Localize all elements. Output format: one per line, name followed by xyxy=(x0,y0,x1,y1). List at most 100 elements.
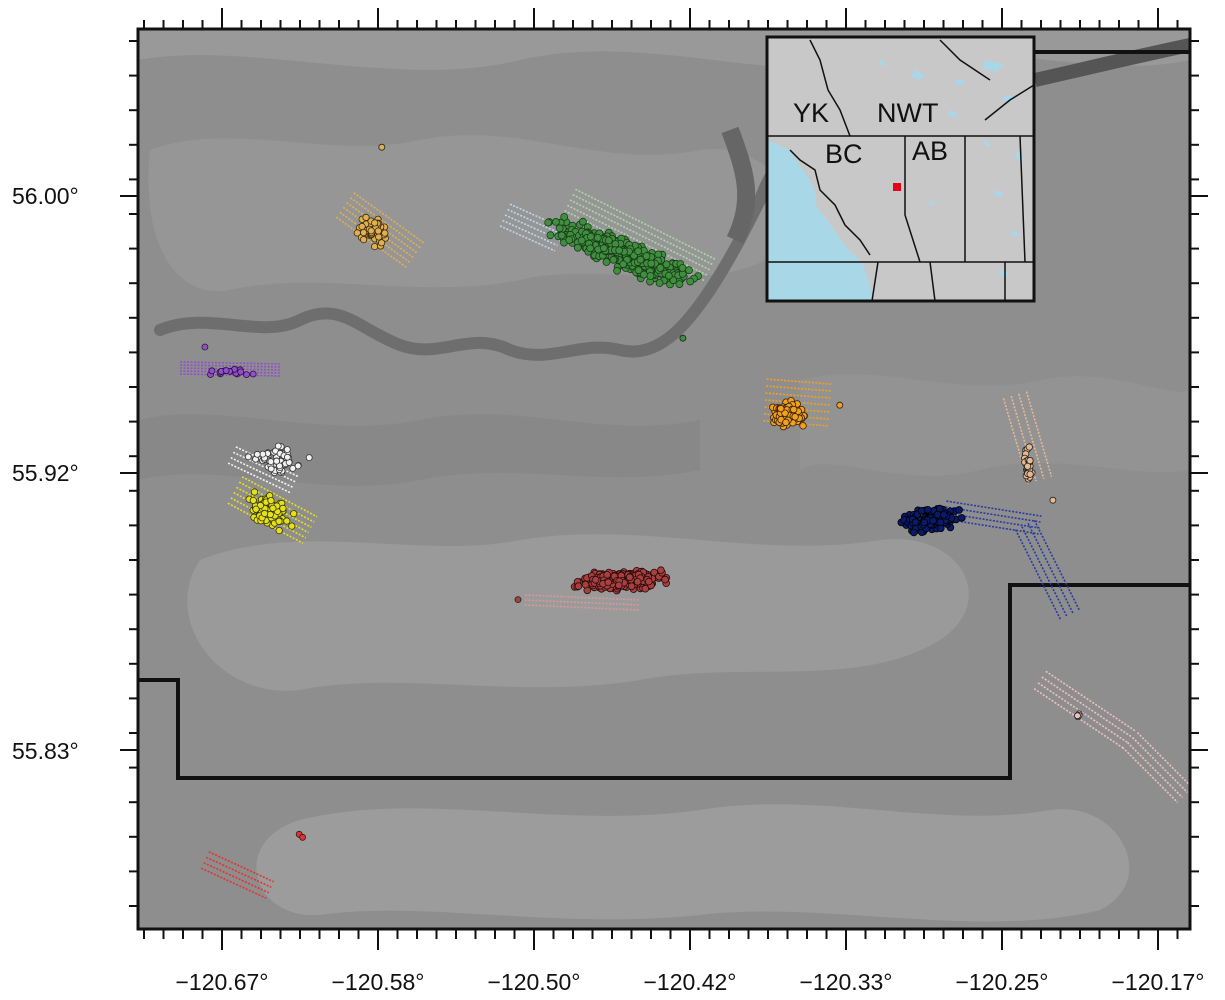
seismic-event xyxy=(644,577,653,586)
seismic-event xyxy=(615,246,624,255)
pink-cluster xyxy=(1074,710,1083,721)
seismic-event xyxy=(244,453,252,461)
seismic-event xyxy=(957,514,966,522)
seismic-event xyxy=(634,247,643,256)
border-lines xyxy=(138,50,1190,780)
seismic-event xyxy=(359,236,368,244)
well-trajectory xyxy=(203,861,270,894)
seismic-event xyxy=(955,506,963,514)
well-trajectory xyxy=(525,594,641,601)
seismic-event xyxy=(593,233,602,242)
well-trajectory xyxy=(1041,676,1133,738)
seismic-event xyxy=(546,231,555,240)
green-cluster xyxy=(544,213,702,289)
inset-label-bc: BC xyxy=(825,139,863,169)
seismic-event xyxy=(661,575,669,584)
well-trajectory xyxy=(335,216,407,268)
seismic-event xyxy=(275,517,283,525)
seismic-event xyxy=(237,368,245,376)
well-trajectory xyxy=(766,378,832,385)
seismic-event xyxy=(201,343,209,351)
seismic-event xyxy=(909,528,918,537)
seismic-event xyxy=(279,504,287,512)
seismic-event xyxy=(1074,712,1081,720)
seismic-event xyxy=(662,260,671,269)
seismic-event xyxy=(627,582,636,591)
purple-cluster xyxy=(201,343,209,351)
southern-border-line xyxy=(138,583,1190,780)
seismic-event xyxy=(657,566,665,574)
inset-location-marker xyxy=(893,183,901,191)
y-tick-label: 55.92° xyxy=(12,460,79,486)
well-trajectory xyxy=(232,451,297,484)
seismic-event xyxy=(560,213,569,221)
seismic-event xyxy=(625,573,634,582)
tan-cluster xyxy=(353,213,389,251)
seismic-event xyxy=(602,258,611,266)
seismic-event xyxy=(250,488,259,496)
seismic-event xyxy=(283,446,291,453)
seismic-event xyxy=(604,236,613,245)
x-tick-label: −120.67° xyxy=(176,969,269,995)
seismic-event xyxy=(940,511,948,519)
well-trajectory xyxy=(1126,741,1184,799)
well-trajectory xyxy=(502,219,558,247)
seismic-event xyxy=(267,465,275,473)
x-tick-label: −120.50° xyxy=(488,969,581,995)
white-cluster xyxy=(244,442,313,477)
seismic-event xyxy=(604,578,613,586)
seismic-event xyxy=(283,517,291,525)
well-trajectory xyxy=(575,188,716,261)
y-tick-label: 55.83° xyxy=(12,738,79,764)
seismic-event xyxy=(378,143,386,151)
white-cluster-wells xyxy=(227,446,300,494)
red-cluster xyxy=(295,830,307,841)
orange-cluster xyxy=(836,401,844,409)
seismic-event xyxy=(647,259,656,268)
well-trajectory xyxy=(1037,682,1129,744)
inset-map: YK NWT BC AB xyxy=(765,35,1036,303)
seismic-event xyxy=(514,596,522,603)
orange-cluster xyxy=(769,397,808,431)
well-trajectory xyxy=(180,364,281,368)
well-trajectory xyxy=(200,867,267,899)
seismic-event xyxy=(573,243,582,252)
yellow-cluster xyxy=(245,488,298,535)
seismic-event xyxy=(290,510,298,518)
seismic-event xyxy=(574,582,583,590)
seismic-event xyxy=(555,224,564,233)
seismic-event xyxy=(678,264,687,272)
maroon-cluster xyxy=(514,596,522,603)
inset-lakes xyxy=(879,60,1024,277)
seismic-event xyxy=(679,334,687,342)
navy-cluster xyxy=(897,504,966,537)
seismic-event xyxy=(288,522,296,530)
seismic-event xyxy=(799,422,807,430)
seismic-event xyxy=(619,260,628,269)
well-trajectory xyxy=(1131,736,1189,794)
seismic-event xyxy=(294,462,302,470)
well-trajectory xyxy=(766,385,832,392)
pink-cluster-wells xyxy=(1122,732,1190,803)
inset-ocean xyxy=(767,140,872,301)
peach-cluster xyxy=(1049,496,1057,504)
inset-label-yk: YK xyxy=(793,98,829,128)
seismic-event xyxy=(1026,470,1034,478)
y-tick-label: 56.00° xyxy=(12,183,79,209)
seismic-event xyxy=(252,505,260,513)
x-tick-label: −120.42° xyxy=(644,969,737,995)
inset-frame xyxy=(765,35,1036,303)
seismic-event xyxy=(655,279,664,287)
seismic-event xyxy=(641,584,650,593)
well-trajectory xyxy=(1027,523,1074,614)
seismic-event xyxy=(243,371,250,379)
well-trajectory xyxy=(1021,526,1068,617)
seismic-event xyxy=(266,510,274,519)
seismic-event xyxy=(936,518,945,526)
seismic-event xyxy=(371,219,379,227)
seismic-event xyxy=(274,442,282,450)
seismic-event xyxy=(267,458,275,466)
seismic-event xyxy=(253,450,261,458)
seismic-event xyxy=(579,217,587,226)
seismic-event xyxy=(929,516,937,525)
